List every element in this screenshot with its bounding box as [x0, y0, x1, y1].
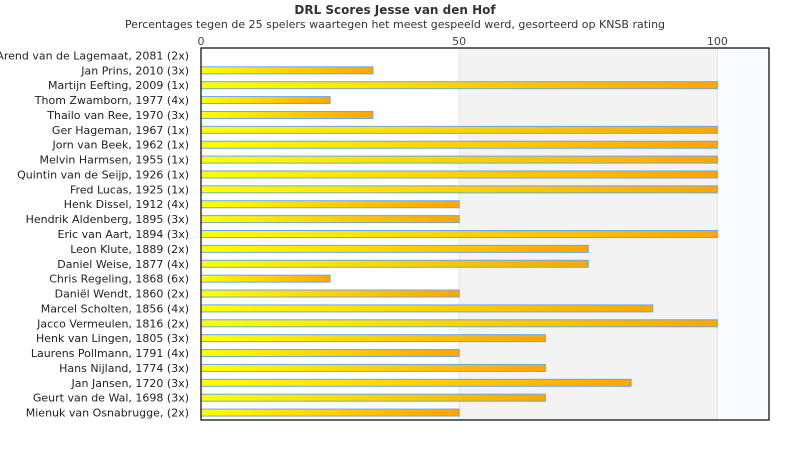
bar [200, 393, 546, 402]
category-label: Arend van de Lagemaat, 2081 (2x) [0, 49, 189, 62]
bar [200, 349, 460, 358]
bar [200, 334, 546, 343]
bar [200, 408, 460, 417]
x-tick-label: 50 [452, 35, 466, 48]
category-label: Melvin Harmsen, 1955 (1x) [40, 154, 189, 167]
bar [200, 230, 718, 238]
category-label: Marcel Scholten, 1856 (4x) [41, 302, 189, 315]
x-tick-label: 0 [198, 35, 205, 48]
category-label: Geurt van de Wal, 1698 (3x) [33, 392, 189, 405]
x-tick-label: 100 [707, 35, 728, 48]
bar [200, 274, 331, 283]
bar [200, 155, 718, 164]
bar [200, 81, 718, 90]
bar [200, 304, 654, 313]
category-label: Henk Dissel, 1912 (4x) [64, 198, 189, 211]
category-label: Thailo van Ree, 1970 (3x) [46, 109, 189, 122]
category-label: Thom Zwamborn, 1977 (4x) [34, 94, 189, 107]
category-label: Jorn van Beek, 1962 (1x) [51, 139, 189, 152]
category-label: Hendrik Aldenberg, 1895 (3x) [26, 213, 189, 226]
category-label: Mienuk van Osnabrugge, (2x) [26, 407, 189, 420]
category-label: Hans Nijland, 1774 (3x) [59, 362, 189, 375]
bar [200, 185, 718, 194]
bar [200, 215, 460, 224]
plot-border [200, 47, 770, 421]
category-label: Jan Jansen, 1720 (3x) [71, 377, 189, 390]
bar [200, 96, 331, 105]
category-label: Fred Lucas, 1925 (1x) [70, 183, 189, 196]
chart-title: DRL Scores Jesse van den Hof [294, 3, 496, 17]
category-label: Eric van Aart, 1894 (3x) [58, 228, 189, 241]
bar [200, 378, 632, 387]
category-label: Chris Regeling, 1868 (6x) [49, 273, 189, 286]
category-label: Jan Prins, 2010 (3x) [80, 64, 189, 77]
chart-subtitle: Percentages tegen de 25 spelers waartege… [124, 18, 666, 31]
category-label: Daniël Wendt, 1860 (2x) [55, 288, 189, 301]
category-label: Martijn Eefting, 2009 (1x) [48, 79, 189, 92]
category-label: Henk van Lingen, 1805 (3x) [36, 332, 189, 345]
category-label: Leon Klute, 1889 (2x) [70, 243, 189, 256]
bar [200, 200, 460, 209]
bar [200, 140, 718, 149]
bar [200, 319, 718, 328]
category-label: Laurens Pollmann, 1791 (4x) [31, 347, 189, 360]
bar [200, 170, 718, 179]
bar [200, 125, 718, 134]
bar [200, 110, 374, 119]
bar [200, 289, 460, 298]
category-label: Ger Hageman, 1967 (1x) [52, 124, 189, 137]
bar [200, 259, 589, 268]
category-label: Daniel Weise, 1877 (4x) [57, 258, 189, 271]
bar [200, 363, 546, 372]
bar [200, 244, 589, 253]
band-100-plus [717, 48, 769, 420]
category-label: Quintin van de Seijp, 1926 (1x) [17, 168, 189, 181]
bar [200, 66, 374, 75]
category-label: Jacco Vermeulen, 1816 (2x) [36, 317, 189, 330]
